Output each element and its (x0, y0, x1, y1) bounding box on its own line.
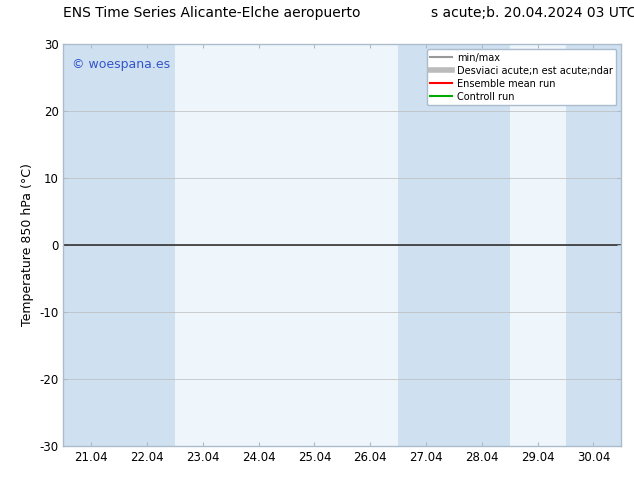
Text: s acute;b. 20.04.2024 03 UTC: s acute;b. 20.04.2024 03 UTC (431, 5, 634, 20)
Bar (63, 44, 119, 446)
Bar (566, 44, 621, 446)
Legend: min/max, Desviaci acute;n est acute;ndar, Ensemble mean run, Controll run: min/max, Desviaci acute;n est acute;ndar… (427, 49, 616, 105)
Text: ENS Time Series Alicante-Elche aeropuerto: ENS Time Series Alicante-Elche aeropuert… (63, 5, 361, 20)
Bar (398, 44, 454, 446)
Y-axis label: Temperature 850 hPa (°C): Temperature 850 hPa (°C) (21, 164, 34, 326)
Bar (454, 44, 510, 446)
Text: © woespana.es: © woespana.es (72, 58, 170, 71)
Bar (119, 44, 175, 446)
